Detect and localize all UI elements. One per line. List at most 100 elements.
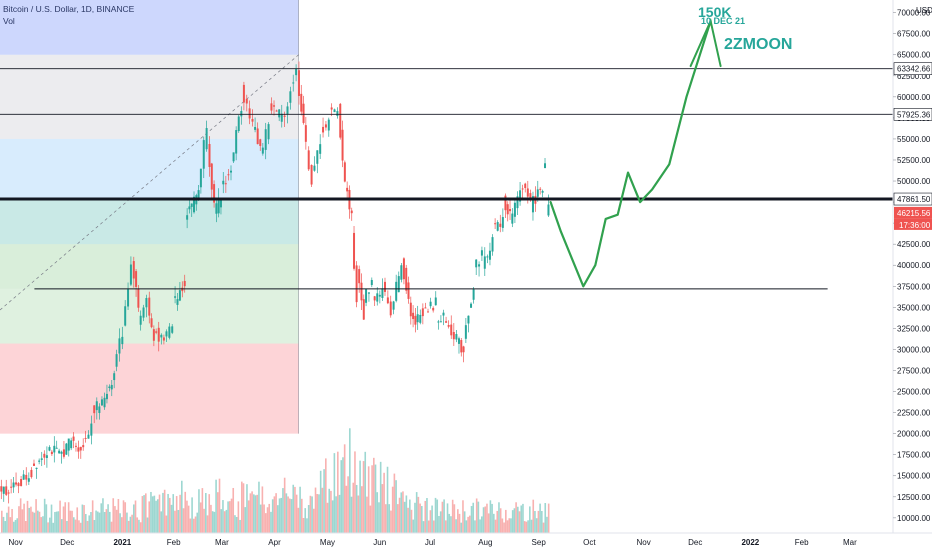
volume-bar [309, 495, 312, 533]
volume-bar [398, 497, 401, 533]
price-tick-label: 52500.00 [897, 156, 931, 165]
candle-body [224, 183, 227, 185]
volume-bar [450, 516, 452, 533]
candle-body [87, 434, 90, 439]
volume-bar [102, 498, 104, 533]
level-price-tag[interactable] [893, 192, 932, 206]
volume-bar [247, 500, 250, 533]
candle-body [295, 68, 298, 76]
price-tick-label: 20000.00 [897, 430, 931, 439]
price-tick-label: 15000.00 [897, 472, 931, 481]
volume-bar [297, 507, 300, 533]
volume-bar [196, 512, 199, 533]
candle-body [475, 259, 478, 268]
volume-bar [544, 503, 547, 533]
candle-body [310, 165, 313, 185]
price-tick-label: 32500.00 [897, 324, 931, 333]
volume-bar [194, 516, 197, 533]
volume-bar [354, 451, 356, 533]
volume-bar [530, 519, 533, 533]
price-tick-label: 40000.00 [897, 261, 931, 270]
volume-bar [367, 466, 370, 533]
candle-body [121, 336, 124, 345]
candle-body [103, 397, 106, 408]
candle-body [135, 271, 138, 287]
volume-bar [239, 519, 241, 533]
volume-bar [427, 520, 430, 533]
volume-bar [534, 511, 536, 533]
volume-bar [136, 517, 139, 533]
candle-body [256, 128, 259, 145]
candle-body [547, 204, 550, 216]
candle-body [362, 299, 365, 320]
volume-bar [151, 496, 154, 533]
volume-bar [157, 499, 159, 533]
candle-body [118, 338, 121, 354]
time-tick-label: 2021 [113, 538, 131, 547]
volume-label: Vol [3, 16, 15, 26]
volume-bar [78, 520, 80, 533]
volume-bar [436, 499, 439, 533]
volume-bar [506, 520, 509, 533]
volume-bar [414, 502, 416, 533]
volume-bar [155, 500, 157, 533]
volume-bar [415, 492, 418, 533]
volume-bar [541, 511, 543, 533]
volume-bar [25, 521, 27, 533]
time-tick-label: Oct [583, 538, 596, 547]
candle-body [509, 209, 512, 212]
volume-bar [481, 516, 483, 533]
volume-bar [395, 480, 397, 533]
volume-bar [55, 511, 58, 533]
candle-body [460, 340, 463, 353]
time-axis[interactable] [0, 533, 932, 550]
candle-body [519, 190, 522, 202]
volume-bar [230, 498, 233, 533]
candle-body [65, 443, 68, 455]
level-price-tag-text: 63342.66 [897, 65, 931, 74]
candle-body [38, 460, 41, 462]
time-tick-label: 2022 [741, 538, 759, 547]
candle-body [186, 215, 189, 220]
volume-bar [429, 510, 432, 533]
volume-bar [265, 513, 267, 533]
volume-bar [271, 499, 274, 533]
candle-body [171, 326, 174, 333]
volume-bar [347, 476, 349, 533]
last-price-tag[interactable] [894, 206, 932, 219]
fib-zone [0, 244, 299, 289]
candle-body [486, 256, 489, 258]
candle-body [289, 91, 292, 103]
symbol-title[interactable]: Bitcoin / U.S. Dollar, 1D, BINANCE [3, 4, 135, 14]
volume-bar [57, 511, 60, 533]
volume-bar [294, 486, 296, 533]
candle-body [40, 458, 43, 460]
candle-body [327, 119, 330, 131]
volume-bar [385, 504, 387, 533]
volume-bar [150, 491, 152, 533]
volume-bar [189, 518, 192, 533]
volume-bar [95, 510, 97, 533]
volume-bar [463, 511, 466, 533]
time-tick-label: Sep [532, 538, 547, 547]
level-price-tag[interactable] [893, 108, 932, 121]
candle-body [467, 315, 470, 324]
price-axis[interactable] [893, 0, 932, 550]
volume-bar [479, 519, 481, 533]
level-price-tag[interactable] [893, 62, 932, 75]
candle-body [319, 144, 322, 154]
volume-bar [258, 481, 260, 533]
candle-body [322, 126, 325, 133]
candle-body [90, 423, 93, 436]
candle-body [521, 188, 524, 190]
volume-bar [235, 516, 238, 533]
candle-body [67, 438, 70, 451]
candle-body [12, 482, 15, 488]
volume-bar [217, 492, 219, 533]
candle-body [30, 469, 33, 478]
volume-bar [43, 498, 46, 533]
volume-bar [515, 502, 517, 533]
volume-bar [438, 515, 440, 533]
volume-bar [143, 495, 145, 533]
